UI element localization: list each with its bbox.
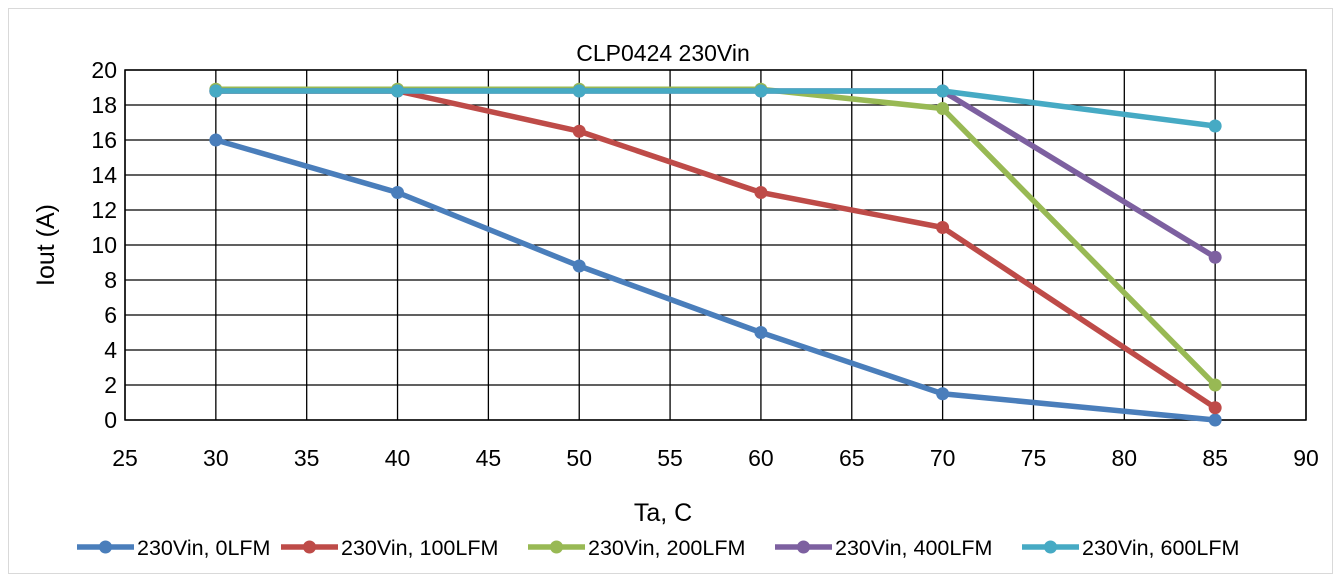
y-tick-label: 2 (104, 372, 117, 398)
data-point (1208, 413, 1222, 427)
legend-marker (99, 540, 112, 554)
series-0 (209, 133, 1222, 427)
chart-title: CLP0424 230Vin (576, 40, 750, 66)
x-tick-label: 40 (385, 445, 411, 471)
data-point (754, 326, 768, 339)
y-tick-label: 16 (91, 127, 117, 153)
x-axis-title: Ta, C (634, 499, 692, 527)
data-point (1208, 119, 1222, 133)
legend-label: 230Vin, 0LFM (137, 536, 270, 560)
legend: 230Vin, 0LFM 230Vin, 100LFM 230Vin, 200LFM… (77, 536, 1239, 560)
legend-item: 230Vin, 100LFM (281, 536, 498, 560)
x-tick-label: 45 (476, 445, 502, 471)
series-lines (209, 82, 1222, 427)
x-tick-label: 75 (1021, 445, 1047, 471)
series-line (213, 137, 1218, 423)
legend-item: 230Vin, 600LFM (1022, 536, 1239, 560)
x-tick-label: 60 (748, 445, 774, 471)
series-4 (209, 84, 1222, 133)
data-point (754, 186, 768, 199)
data-point (936, 84, 950, 98)
y-tick-label: 8 (104, 267, 117, 293)
x-tick-label: 35 (294, 445, 320, 471)
x-tick-label: 80 (1112, 445, 1138, 471)
legend-marker (797, 540, 810, 554)
data-point (209, 84, 223, 98)
legend-label: 230Vin, 400LFM (835, 536, 992, 560)
x-tick-label: 70 (930, 445, 956, 471)
data-point (1208, 378, 1222, 392)
data-point (391, 84, 405, 98)
legend-marker (303, 540, 316, 554)
x-tick-label: 90 (1293, 445, 1319, 471)
data-point (572, 84, 586, 98)
data-point (572, 124, 586, 138)
x-tick-label: 55 (657, 445, 683, 471)
legend-marker (550, 540, 563, 554)
plot-border (124, 69, 1307, 421)
data-point (754, 84, 768, 98)
data-point (1208, 401, 1222, 415)
legend-label: 230Vin, 600LFM (1082, 536, 1239, 560)
series-1 (209, 84, 1222, 415)
legend-marker (1044, 540, 1057, 554)
y-tick-label: 14 (91, 162, 117, 188)
y-tick-label: 12 (91, 197, 117, 223)
legend-item: 230Vin, 0LFM (77, 536, 270, 560)
chart-container: CLP0424 230Vin 0 2 4 6 8 10 12 14 16 18 20 25 30 35 4… (8, 8, 1333, 574)
series-2 (209, 82, 1222, 392)
series-line (213, 86, 1218, 388)
y-tick-label: 20 (91, 57, 117, 83)
data-point (936, 221, 950, 234)
x-tick-label: 25 (112, 445, 138, 471)
legend-label: 230Vin, 200LFM (588, 536, 745, 560)
series-line (213, 88, 1218, 129)
legend-item: 230Vin, 400LFM (775, 536, 992, 560)
data-point (1208, 250, 1222, 264)
plot-area-frame (124, 69, 1307, 421)
y-tick-label: 18 (91, 92, 117, 118)
x-tick-label: 30 (203, 445, 229, 471)
legend-item: 230Vin, 200LFM (528, 536, 745, 560)
data-point (209, 133, 223, 147)
data-point (572, 259, 586, 273)
data-point (936, 387, 950, 401)
y-tick-label: 10 (91, 232, 117, 258)
y-axis-title: Iout (A) (32, 204, 60, 286)
legend-label: 230Vin, 100LFM (341, 536, 498, 560)
y-tick-label: 6 (104, 302, 117, 328)
x-tick-labels: 25 30 35 40 45 50 55 60 65 70 75 80 85 90 (112, 445, 1319, 471)
gridlines (124, 69, 1307, 421)
line-chart: CLP0424 230Vin 0 2 4 6 8 10 12 14 16 18 20 25 30 35 4… (32, 40, 1319, 560)
y-tick-label: 4 (104, 337, 117, 363)
data-point (391, 186, 405, 199)
data-point (936, 102, 950, 115)
y-tick-labels: 0 2 4 6 8 10 12 14 16 18 20 (91, 57, 117, 433)
x-tick-label: 85 (1202, 445, 1228, 471)
y-tick-label: 0 (104, 407, 117, 433)
series-line (213, 88, 1218, 411)
x-tick-label: 65 (839, 445, 865, 471)
x-tick-label: 50 (566, 445, 592, 471)
